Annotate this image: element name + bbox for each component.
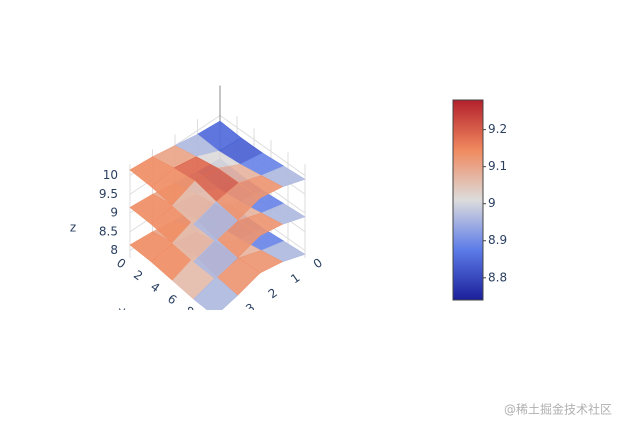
- z-tick-label: 10: [103, 168, 118, 182]
- y-tick-label: 0: [114, 255, 128, 271]
- y-tick-label: 2: [131, 267, 145, 283]
- y-tick-label: 4: [148, 279, 162, 295]
- x-tick-label: 2: [266, 285, 280, 301]
- z-tick-label: 8: [110, 243, 118, 257]
- surface-cell: [193, 201, 238, 242]
- x-tick-label: 1: [288, 270, 302, 286]
- y-tick-label: 6: [165, 291, 179, 307]
- colorbar-tick-label: 8.8: [488, 270, 507, 284]
- z-grid-line: [219, 115, 306, 176]
- surface-cell: [193, 276, 238, 310]
- colorbar-tick-label: 8.9: [488, 233, 507, 247]
- x-tick-label: 0: [311, 255, 325, 271]
- colorbar: 8.8 8.9 9 9.1 9.2: [452, 99, 507, 301]
- colorbar-tick-label: 9: [488, 196, 496, 210]
- surface-cell: [193, 238, 238, 280]
- x-axis-title: x: [314, 307, 321, 321]
- x-tick-label: 3: [243, 300, 257, 316]
- watermark: @稀土掘金技术社区: [504, 402, 612, 417]
- colorbar-tick-label: 9.2: [488, 122, 507, 136]
- z-axis-title: z: [70, 221, 76, 235]
- x-tick-label: 4: [221, 315, 235, 331]
- y-tick-label: 8: [182, 303, 196, 319]
- colorbar-gradient: [452, 99, 484, 301]
- y-tick-label: 10: [193, 311, 214, 331]
- z-tick-label: 9: [110, 206, 118, 220]
- z-tick-label: 9.5: [99, 187, 118, 201]
- z-tick-label: 8.5: [99, 224, 118, 238]
- y-axis-title: y: [118, 305, 125, 319]
- colorbar-tick-label: 9.1: [488, 159, 507, 173]
